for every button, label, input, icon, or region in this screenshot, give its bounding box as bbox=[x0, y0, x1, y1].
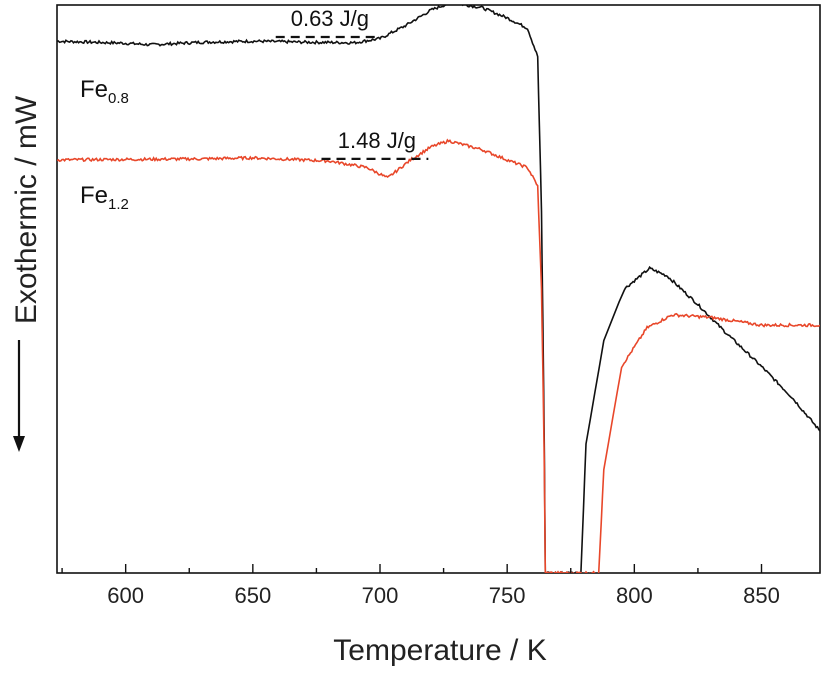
y-axis-title: Exothermic / mW bbox=[10, 95, 43, 324]
x-tick-label: 650 bbox=[234, 583, 271, 608]
y-axis-title-group: Exothermic / mW bbox=[10, 95, 43, 452]
series-label-main: Fe bbox=[80, 182, 108, 209]
series-line-1 bbox=[57, 5, 820, 573]
series-label-2: Fe1.2 bbox=[80, 182, 129, 213]
x-axis-ticks: 600 650 700 750 800 850 bbox=[61, 564, 780, 608]
x-tick-label: 800 bbox=[616, 583, 653, 608]
plot-frame bbox=[56, 4, 821, 574]
series-label-main: Fe bbox=[80, 76, 108, 103]
series-line-2 bbox=[57, 138, 820, 573]
series-label-subscript: 0.8 bbox=[108, 90, 129, 107]
x-tick-label: 700 bbox=[362, 583, 399, 608]
x-tick-label: 850 bbox=[743, 583, 780, 608]
enthalpy-label-1: 0.63 J/g bbox=[291, 6, 369, 31]
enthalpy-label-2: 1.48 J/g bbox=[338, 128, 416, 153]
plot-area-border bbox=[56, 4, 821, 574]
series-label-1: Fe0.8 bbox=[80, 76, 129, 107]
annotation-layer: 0.63 J/g 1.48 J/g bbox=[275, 6, 429, 160]
x-tick-label: 600 bbox=[107, 583, 144, 608]
x-axis-title: Temperature / K bbox=[333, 634, 546, 667]
x-tick-label: 750 bbox=[489, 583, 526, 608]
down-arrow-icon bbox=[13, 436, 25, 452]
series-label-subscript: 1.2 bbox=[108, 196, 129, 213]
